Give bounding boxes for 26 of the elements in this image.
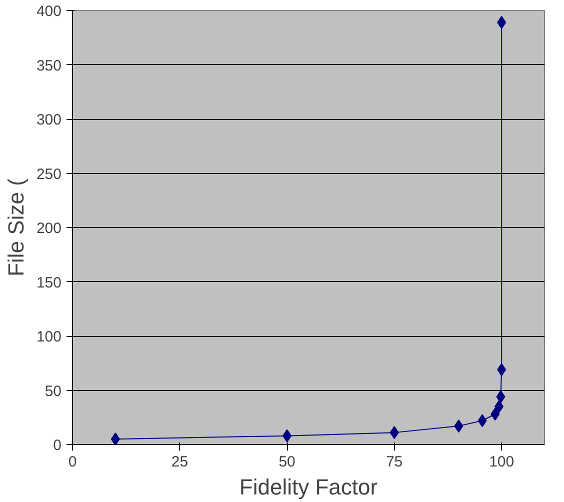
y-tick-label: 50 bbox=[44, 382, 62, 400]
point bbox=[390, 426, 399, 440]
point bbox=[282, 429, 292, 442]
y-tick-label: 250 bbox=[36, 166, 62, 183]
x-axis-title: Fidelity Factor bbox=[239, 474, 378, 500]
x-tick-label: 25 bbox=[171, 454, 188, 470]
x-tick-label: 75 bbox=[386, 454, 403, 470]
y-tick-label: 300 bbox=[36, 112, 62, 128]
point bbox=[110, 432, 120, 444]
y-tick-label: 400 bbox=[36, 3, 62, 20]
point bbox=[497, 363, 506, 376]
x-tick-label: 100 bbox=[489, 454, 514, 470]
y-tick-label: 350 bbox=[36, 57, 62, 74]
point bbox=[490, 408, 500, 421]
point bbox=[478, 414, 487, 428]
y-tick-label: 100 bbox=[36, 328, 62, 346]
point bbox=[454, 420, 464, 433]
y-tick-label: 150 bbox=[36, 274, 62, 292]
point bbox=[496, 390, 506, 404]
point bbox=[497, 16, 506, 29]
y-tick-label: 0 bbox=[53, 437, 62, 454]
x-tick-label: 0 bbox=[68, 454, 77, 470]
point bbox=[494, 400, 504, 414]
x-tick-label: 50 bbox=[278, 454, 296, 470]
y-axis-title: File Size ( bbox=[3, 178, 28, 276]
y-tick-label: 200 bbox=[36, 220, 62, 237]
